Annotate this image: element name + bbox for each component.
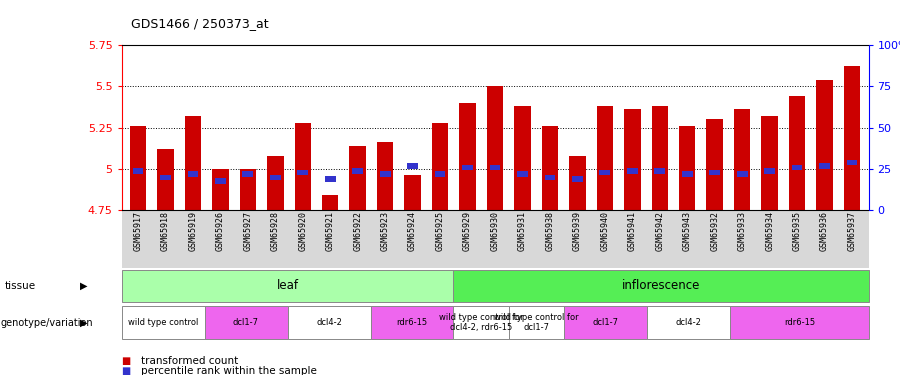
Bar (709, 170, 720, 176)
Text: transformed count: transformed count (141, 356, 239, 366)
Bar (432, 123, 448, 210)
Text: wild type control for
dcl4-2, rdr6-15: wild type control for dcl4-2, rdr6-15 (439, 313, 524, 332)
Bar (267, 156, 284, 210)
Bar (819, 163, 830, 169)
Bar (627, 168, 638, 174)
Bar (459, 103, 476, 210)
Text: wild type control for
dcl1-7: wild type control for dcl1-7 (494, 313, 579, 332)
Text: genotype/variation: genotype/variation (1, 318, 94, 327)
Bar (682, 171, 693, 177)
Text: GDS1466 / 250373_at: GDS1466 / 250373_at (130, 17, 268, 30)
Bar (514, 106, 531, 210)
Text: ■: ■ (122, 356, 130, 366)
Bar (816, 80, 833, 210)
Bar (297, 170, 308, 176)
Bar (789, 96, 806, 210)
Bar (158, 149, 174, 210)
Bar (597, 106, 613, 210)
Bar (408, 163, 418, 169)
Text: dcl1-7: dcl1-7 (233, 318, 259, 327)
Bar (270, 174, 281, 180)
Text: ■: ■ (122, 366, 130, 375)
Bar (490, 165, 500, 170)
Bar (187, 171, 198, 177)
Bar (844, 66, 860, 210)
Bar (130, 126, 146, 210)
Text: rdr6-15: rdr6-15 (396, 318, 428, 327)
Bar (544, 174, 555, 180)
Bar (652, 106, 668, 210)
Bar (404, 176, 421, 210)
Bar (487, 86, 503, 210)
Text: ▶: ▶ (80, 281, 87, 291)
Bar (215, 178, 226, 184)
Text: wild type control: wild type control (128, 318, 198, 327)
Bar (435, 171, 446, 177)
Bar (764, 168, 775, 174)
Bar (654, 168, 665, 174)
Text: tissue: tissue (4, 281, 36, 291)
Bar (737, 171, 748, 177)
Bar (572, 176, 582, 182)
Bar (761, 116, 778, 210)
Bar (380, 171, 391, 177)
Bar (569, 156, 586, 210)
Bar (322, 195, 338, 210)
Text: inflorescence: inflorescence (622, 279, 700, 292)
Text: percentile rank within the sample: percentile rank within the sample (141, 366, 317, 375)
Bar (542, 126, 558, 210)
Bar (463, 165, 473, 170)
Bar (377, 142, 393, 210)
Bar (624, 110, 641, 210)
Text: dcl4-2: dcl4-2 (316, 318, 342, 327)
Bar (132, 168, 143, 174)
Bar (734, 110, 751, 210)
Bar (242, 171, 253, 177)
Bar (599, 170, 610, 176)
Bar (792, 165, 803, 170)
Text: dcl4-2: dcl4-2 (676, 318, 702, 327)
Bar (847, 160, 858, 165)
Bar (239, 169, 256, 210)
Text: ▶: ▶ (80, 318, 87, 327)
Bar (706, 119, 723, 210)
Bar (294, 123, 311, 210)
Text: dcl1-7: dcl1-7 (593, 318, 618, 327)
Bar (325, 176, 336, 182)
Text: leaf: leaf (276, 279, 299, 292)
Bar (212, 169, 229, 210)
Bar (679, 126, 696, 210)
Bar (352, 168, 363, 174)
Bar (160, 174, 171, 180)
Bar (184, 116, 201, 210)
Text: rdr6-15: rdr6-15 (784, 318, 814, 327)
Bar (518, 171, 527, 177)
Bar (349, 146, 366, 210)
